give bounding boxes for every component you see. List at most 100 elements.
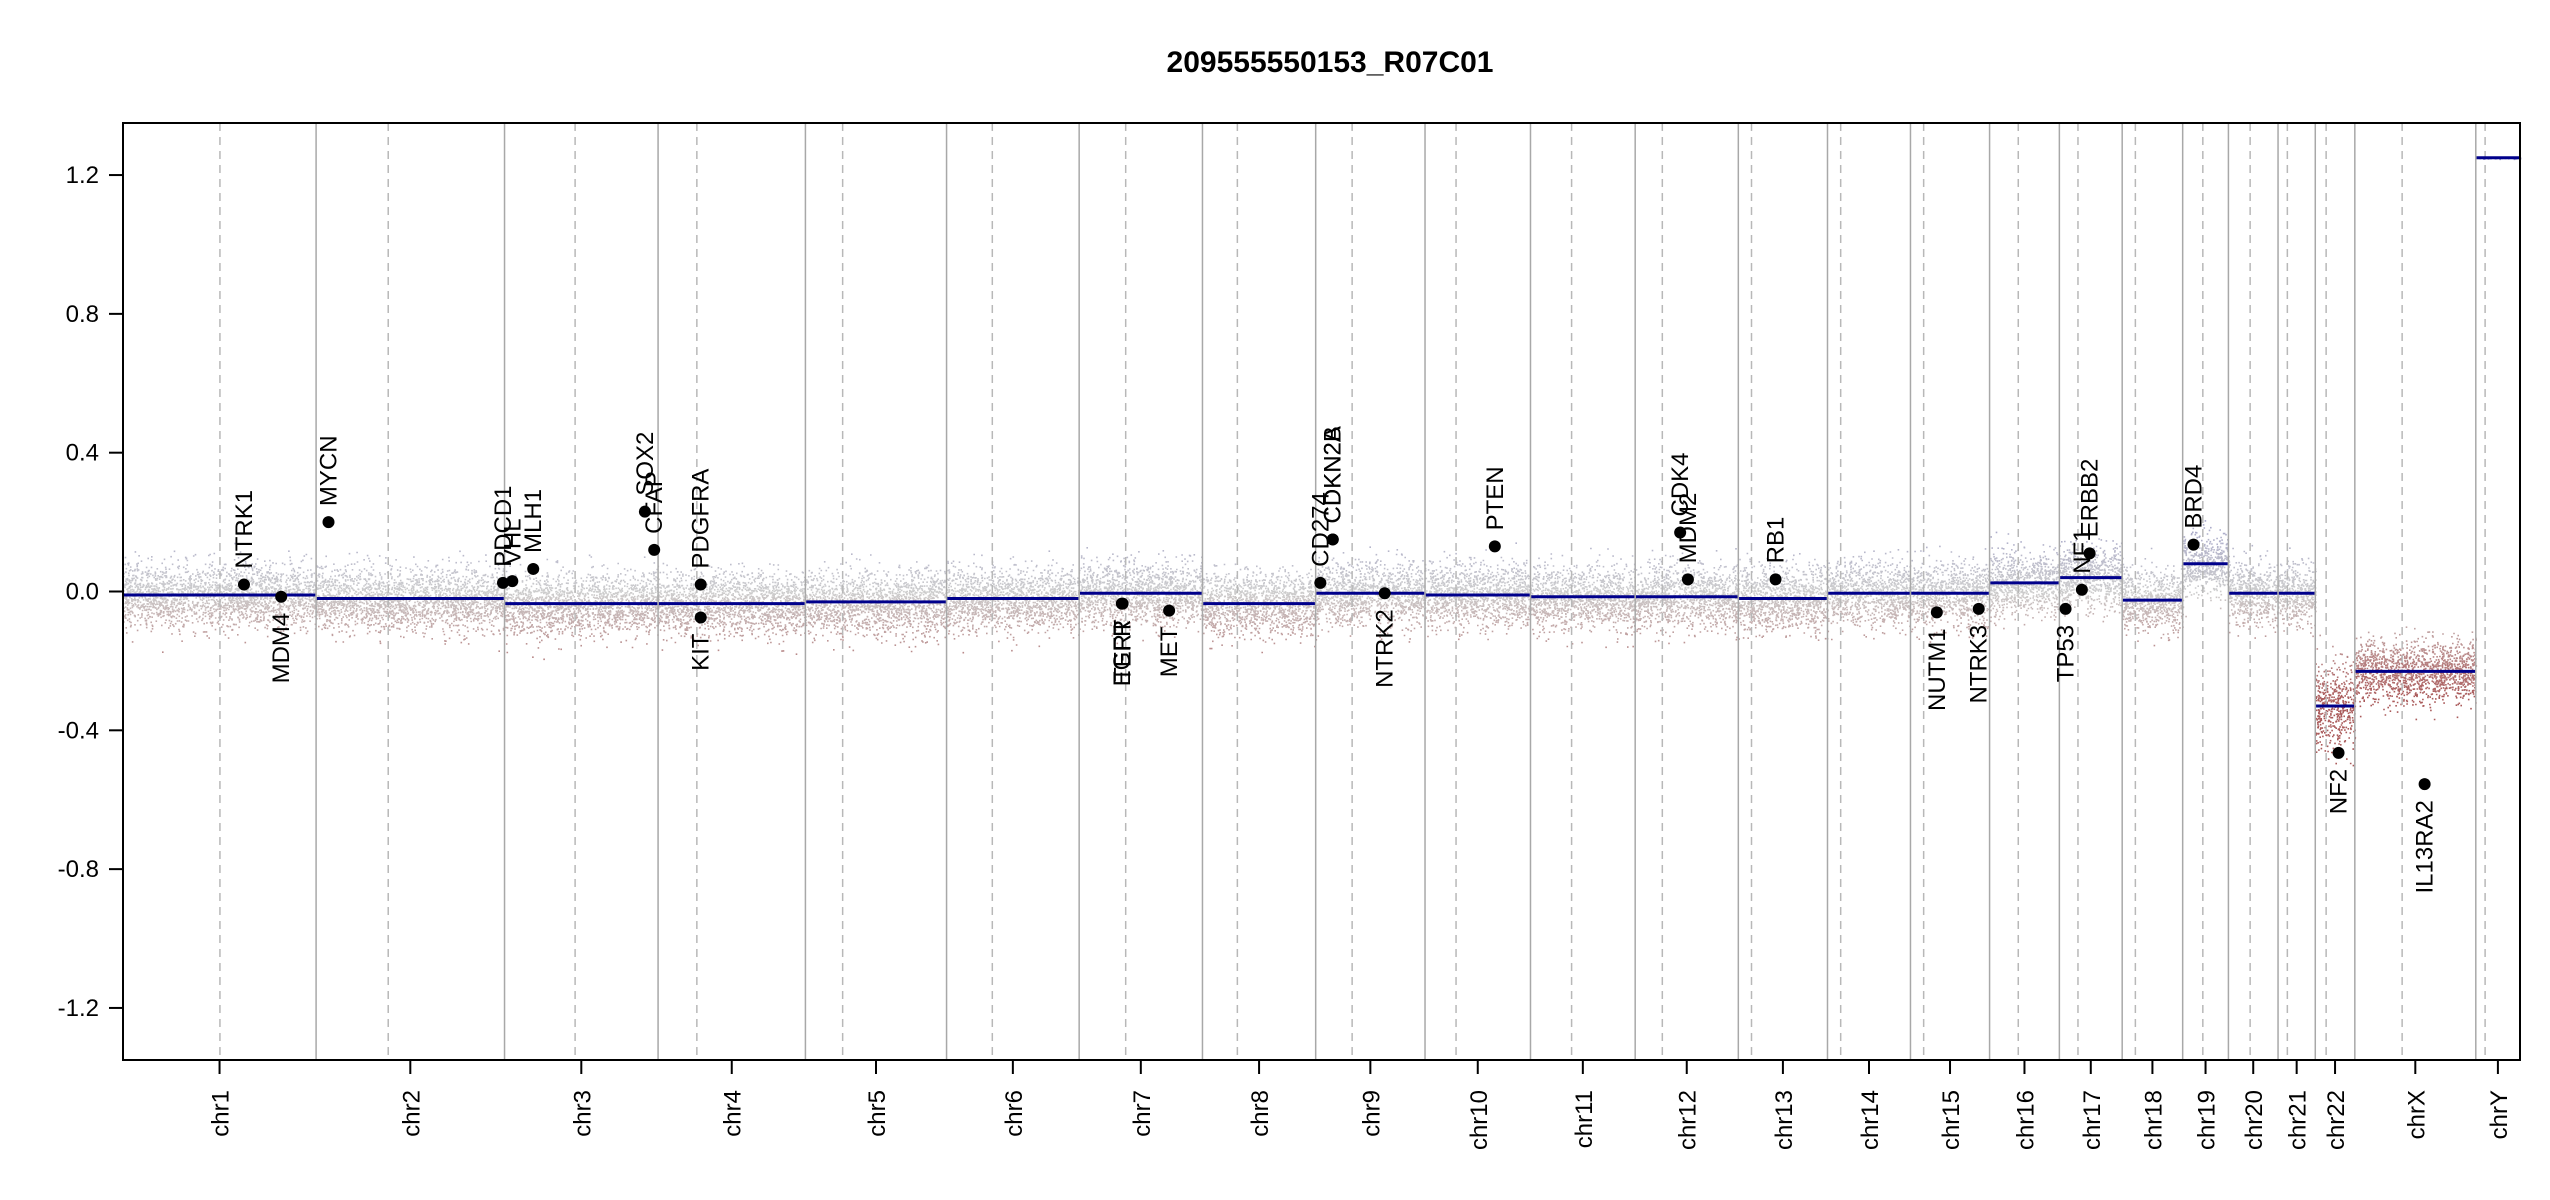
probe-dots: [140, 560, 2313, 564]
gene-label-pdgfra: PDGFRA: [688, 469, 715, 569]
probe-dots: [123, 596, 2314, 599]
probe-dots: [127, 590, 2317, 594]
gene-point-kit: [694, 611, 707, 624]
gene-label-ntrk1: NTRK1: [231, 490, 258, 569]
probe-points: [123, 156, 2522, 780]
probe-dots: [2322, 683, 2476, 686]
probe-dots: [2315, 685, 2474, 688]
y-axis: 1.2 0.8 0.4 0.0 -0.4 -0.8 -1.2: [58, 162, 123, 1022]
probe-dots: [2359, 661, 2477, 664]
probe-dots: [150, 558, 2304, 562]
gene-point-tp53: [2059, 602, 2072, 615]
probe-dots: [2334, 653, 2476, 656]
probe-dots: [134, 550, 2247, 555]
gene-label-cd274: CD274: [1307, 492, 1334, 567]
probe-dots: [2362, 679, 2472, 682]
probe-dots: [2356, 657, 2476, 660]
probe-dots: [2442, 652, 2459, 655]
y-tick-label: -0.8: [58, 856, 99, 883]
probe-dots: [125, 597, 2309, 600]
y-tick-label: 0.4: [66, 440, 99, 467]
probe-dots: [123, 588, 2312, 593]
probe-dots: [661, 649, 2445, 651]
probe-dots: [2349, 664, 2478, 667]
x-tick-label-chr13: chr13: [1771, 1090, 1798, 1150]
x-tick-label-chr14: chr14: [1857, 1090, 1884, 1150]
probe-dots: [151, 625, 2251, 628]
probe-dots: [2343, 681, 2477, 684]
gene-label-pdcd1: PDCD1: [490, 485, 517, 566]
probe-dots: [126, 586, 2317, 591]
probe-dots: [145, 621, 2299, 625]
gene-label-cdkn2a: CDKN2A: [1320, 426, 1347, 523]
gene-point-nutm1: [1930, 606, 1943, 619]
gene-label-ntrk2: NTRK2: [1372, 609, 1399, 688]
probe-dots: [123, 620, 2299, 624]
x-tick-label-chr10: chr10: [1466, 1090, 1493, 1150]
gene-point-pten: [1488, 540, 1501, 553]
probe-dots: [2323, 692, 2475, 695]
probe-dots: [244, 641, 2439, 645]
x-tick-label-chr19: chr19: [2194, 1090, 2221, 1150]
gene-label-egfr: EGFR: [1109, 620, 1136, 687]
probe-dots: [2321, 663, 2475, 666]
probe-dots: [194, 634, 2459, 637]
gene-label-vhl: VHL: [499, 518, 526, 565]
probe-dots: [498, 649, 2458, 653]
probe-dots: [558, 648, 2477, 651]
gene-label-cdk4: CDK4: [1667, 452, 1694, 516]
gene-label-sox2: SOX2: [632, 432, 659, 496]
probe-dots: [128, 618, 2303, 621]
probe-dots: [2325, 673, 2468, 676]
probe-dots: [2336, 676, 2477, 679]
probe-dots: [2354, 659, 2475, 662]
probe-dots: [1990, 536, 2222, 539]
y-tick-label: 0.0: [66, 579, 99, 606]
x-tick-label-chr22: chr22: [2323, 1090, 2350, 1150]
probe-dots: [128, 620, 2309, 623]
probe-dots: [126, 631, 2455, 635]
probe-dots: [192, 630, 2474, 634]
gene-label-erbb2: ERBB2: [2077, 459, 2104, 538]
probe-dots: [532, 656, 2469, 659]
probe-dots: [2318, 687, 2460, 690]
gene-label-mycn: MYCN: [316, 435, 343, 506]
x-tick-label-chr6: chr6: [1001, 1090, 1028, 1137]
probe-dots: [151, 627, 2416, 630]
x-tick-label-chr11: chr11: [1571, 1090, 1598, 1148]
gene-point-brd4: [2187, 538, 2200, 551]
probe-dots: [124, 562, 2315, 566]
gene-point-pdgfra: [694, 578, 707, 591]
gene-point-ntrk2: [1378, 587, 1391, 600]
gene-label-met: MET: [1156, 626, 1183, 677]
y-tick-label: 0.8: [66, 301, 99, 328]
probe-dots: [543, 658, 2468, 661]
probe-dots: [2345, 661, 2476, 665]
x-tick-label-chr21: chr21: [2285, 1090, 2312, 1150]
gene-label-pten: PTEN: [1482, 466, 1509, 530]
gene-label-cfap: CFAP: [641, 471, 668, 534]
gene-label-mlh1: MLH1: [520, 489, 547, 553]
gene-label-il13ra2: IL13RA2: [2412, 800, 2439, 893]
gene-label-kit: KIT: [688, 633, 715, 671]
probe-dots: [145, 622, 2312, 626]
probe-dots: [2204, 520, 2207, 522]
y-tick-label: 1.2: [66, 162, 99, 189]
probe-dots: [2346, 655, 2475, 658]
probe-dots: [914, 645, 2447, 648]
gene-point-met: [1163, 604, 1176, 617]
gene-point-ntrk3: [1972, 602, 1985, 615]
probe-dots: [208, 637, 2427, 640]
y-tick-label: -0.4: [58, 717, 99, 744]
probe-dots: [2320, 675, 2474, 678]
gene-point-sox2: [638, 505, 651, 518]
probe-dots: [131, 604, 2312, 608]
probe-dots: [2317, 680, 2473, 684]
probe-dots: [128, 573, 2308, 577]
gene-label-rb1: RB1: [1763, 517, 1790, 564]
probe-dots: [2013, 543, 2254, 547]
probe-dots: [2322, 677, 2477, 680]
probe-dots: [141, 612, 2307, 616]
probe-dots: [2357, 654, 2471, 657]
